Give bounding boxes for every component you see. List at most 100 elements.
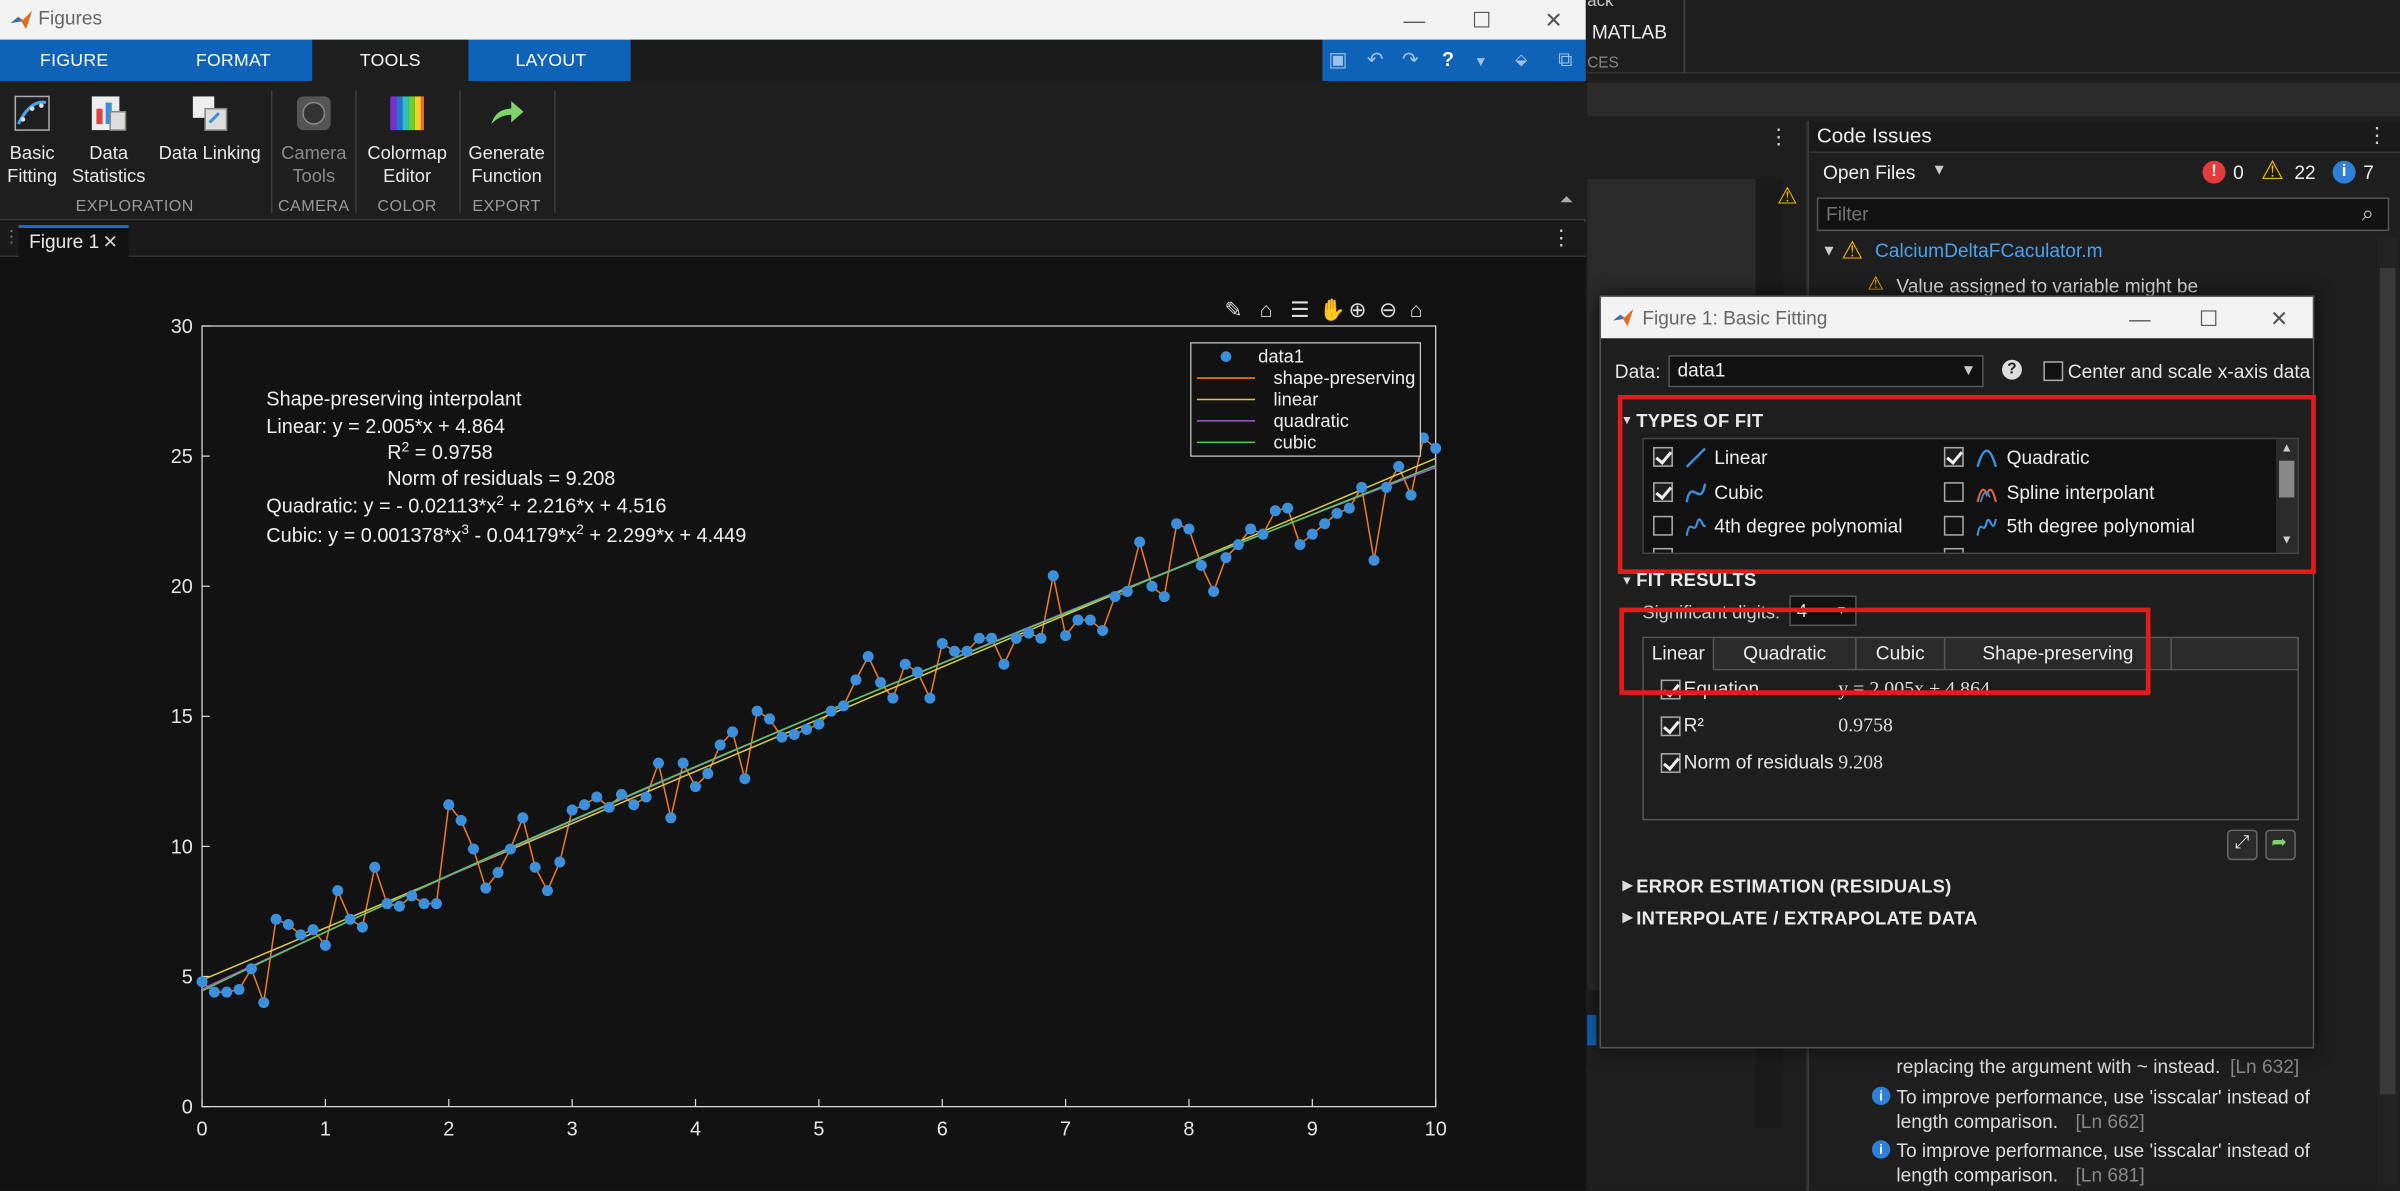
linear-checkbox[interactable] <box>1653 446 1673 467</box>
group-divider <box>355 90 357 213</box>
data-point <box>1393 461 1405 473</box>
interpolate-header[interactable]: INTERPOLATE / EXTRAPOLATE DATA <box>1636 907 1978 930</box>
scroll-down-icon[interactable]: ▼ <box>2280 532 2293 547</box>
issue-message[interactable]: length comparison. <box>1896 1111 2059 1133</box>
scroll-up-icon[interactable]: ▲ <box>2280 440 2293 455</box>
collapse-icon[interactable]: ⬙ <box>1515 52 1528 69</box>
chevron-down-icon[interactable]: ▼ <box>1931 162 1947 180</box>
legend-toggle-icon[interactable]: ☰ <box>1290 296 1310 322</box>
error-estimation-header[interactable]: ERROR ESTIMATION (RESIDUALS) <box>1636 875 1952 897</box>
cubic-superscript-1: 3 <box>461 522 469 537</box>
partial-checkbox <box>1653 547 1673 553</box>
deg5-checkbox[interactable] <box>1943 515 1964 536</box>
fit-results-header[interactable]: FIT RESULTS <box>1636 569 1757 591</box>
issue-line-ref[interactable]: [Ln 662] <box>2075 1111 2145 1133</box>
panel-menu-icon[interactable]: ⋮ <box>1550 224 1572 250</box>
chevron-down-icon[interactable]: ▼ <box>1620 413 1634 428</box>
tab-format[interactable]: FORMAT <box>195 52 271 71</box>
issue-line-ref[interactable]: [Ln 681] <box>2075 1164 2145 1187</box>
data-linking-button[interactable]: Data Linking <box>155 93 265 165</box>
basic-fitting-button[interactable]: Basic Fitting <box>3 93 61 188</box>
data-point <box>899 658 911 670</box>
chevron-right-icon[interactable]: ▶ <box>1622 909 1634 925</box>
generate-function-button[interactable]: Generate Function <box>462 93 551 188</box>
tab-layout[interactable]: LAYOUT <box>515 52 587 71</box>
issue-message[interactable]: To improve performance, use 'isscalar' i… <box>1896 1086 2310 1109</box>
chevron-down-icon[interactable]: ▼ <box>1473 53 1488 69</box>
spline-checkbox[interactable] <box>1943 482 1964 503</box>
cubic-fit-icon <box>1685 483 1707 503</box>
issue-message[interactable]: replacing the argument with ~ instead. <box>1896 1056 2221 1078</box>
data-point <box>480 882 492 894</box>
basic-fitting-icon <box>14 95 50 131</box>
minimize-button[interactable]: — <box>2129 306 2151 331</box>
chart-legend[interactable]: data1 shape-preserving linear quadratic … <box>1190 342 1422 457</box>
r2-checkbox[interactable] <box>1660 716 1681 737</box>
data-statistics-button[interactable]: Data Statistics <box>70 93 147 188</box>
tab-figure-1[interactable]: Figure 1 ✕ <box>18 224 129 258</box>
chevron-right-icon[interactable]: ▶ <box>1622 877 1634 893</box>
x-tick-label: 0 <box>197 1119 208 1141</box>
data-point <box>319 939 331 951</box>
fit-list-scrollbar[interactable]: ▲ ▼ <box>2276 439 2298 553</box>
issue-message[interactable]: To improve performance, use 'isscalar' i… <box>1896 1140 2310 1162</box>
group-camera: CAMERA <box>277 197 350 216</box>
filter-input[interactable] <box>1816 197 2390 232</box>
issue-message[interactable]: length comparison. <box>1896 1164 2059 1187</box>
basic-fitting-dialog: Figure 1: Basic Fitting — ☐ ✕ Data: data… <box>1599 295 2316 1049</box>
undock-icon[interactable]: ⧉ <box>1558 47 1573 71</box>
close-button[interactable]: ✕ <box>1544 7 1563 33</box>
data-tips-icon[interactable]: ⌂ <box>1259 296 1273 322</box>
home-icon[interactable]: ⌂ <box>1409 296 1423 322</box>
data-select[interactable]: data1 ▼ <box>1668 355 1984 388</box>
tab-tools[interactable]: TOOLS <box>312 39 469 82</box>
scrollbar-thumb[interactable] <box>2380 267 2396 1095</box>
panel-menu-icon[interactable]: ⋮ <box>2366 122 2388 147</box>
zoom-in-icon[interactable]: ⊕ <box>1348 296 1367 322</box>
undo-icon[interactable]: ↶ <box>1366 47 1384 71</box>
maximize-button[interactable]: ☐ <box>2199 306 2219 331</box>
linear-fit-icon <box>1685 447 1706 468</box>
code-issues-scrollbar[interactable] <box>2377 237 2399 1187</box>
open-files-dropdown[interactable]: Open Files <box>1822 162 1916 184</box>
collapse-ribbon-icon[interactable]: ⏶ <box>1559 191 1574 210</box>
close-icon[interactable]: ✕ <box>102 231 118 253</box>
data-point <box>344 913 356 925</box>
center-scale-checkbox[interactable] <box>2043 361 2064 382</box>
tab-cubic[interactable]: Cubic <box>1857 638 1946 671</box>
tab-shape-preserving[interactable]: Shape-preserving <box>1945 638 2172 671</box>
chevron-down-icon[interactable]: ▼ <box>1620 573 1634 588</box>
norm-residuals-checkbox[interactable] <box>1660 753 1681 773</box>
zoom-out-icon[interactable]: ⊖ <box>1379 296 1398 322</box>
data-point <box>332 885 344 897</box>
issue-message[interactable]: Value assigned to variable might be <box>1896 275 2199 297</box>
data-point <box>517 812 529 824</box>
issue-line-ref[interactable]: [Ln 632] <box>2230 1056 2300 1078</box>
export-results-button[interactable]: ➦ <box>2265 829 2296 861</box>
tab-figure[interactable]: FIGURE <box>40 52 109 71</box>
expand-results-button[interactable]: ⤢ <box>2227 829 2258 861</box>
file-link[interactable]: CalciumDeltaFCaculator.m <box>1874 240 2103 262</box>
panel-menu-icon[interactable]: ⋮ <box>1767 123 1790 149</box>
save-icon[interactable]: ▣ <box>1328 47 1348 71</box>
colormap-editor-button[interactable]: Colormap Editor <box>363 93 452 188</box>
types-of-fit-header[interactable]: TYPES OF FIT <box>1636 410 1764 432</box>
cubic-checkbox[interactable] <box>1653 482 1673 503</box>
deg4-checkbox[interactable] <box>1653 515 1673 536</box>
basic-fitting-label-1: Basic <box>9 142 55 164</box>
quadratic-checkbox[interactable] <box>1943 446 1964 467</box>
redo-icon[interactable]: ↷ <box>1402 47 1419 71</box>
chevron-down-icon[interactable]: ▼ <box>1821 243 1837 261</box>
brush-icon[interactable]: ✎ <box>1224 296 1243 322</box>
help-icon[interactable]: ? <box>1441 47 1454 71</box>
minimize-button[interactable]: — <box>1403 7 1425 33</box>
close-button[interactable]: ✕ <box>2270 306 2289 331</box>
pan-icon[interactable]: ✋ <box>1319 296 1347 322</box>
help-icon[interactable]: ? <box>2002 359 2022 380</box>
tab-quadratic[interactable]: Quadratic <box>1714 638 1857 671</box>
scrollbar-thumb[interactable] <box>2279 460 2295 498</box>
tab-linear[interactable]: Linear <box>1643 638 1715 671</box>
maximize-button[interactable]: ☐ <box>1472 7 1492 33</box>
data-point <box>504 843 516 855</box>
data-point <box>245 963 257 975</box>
